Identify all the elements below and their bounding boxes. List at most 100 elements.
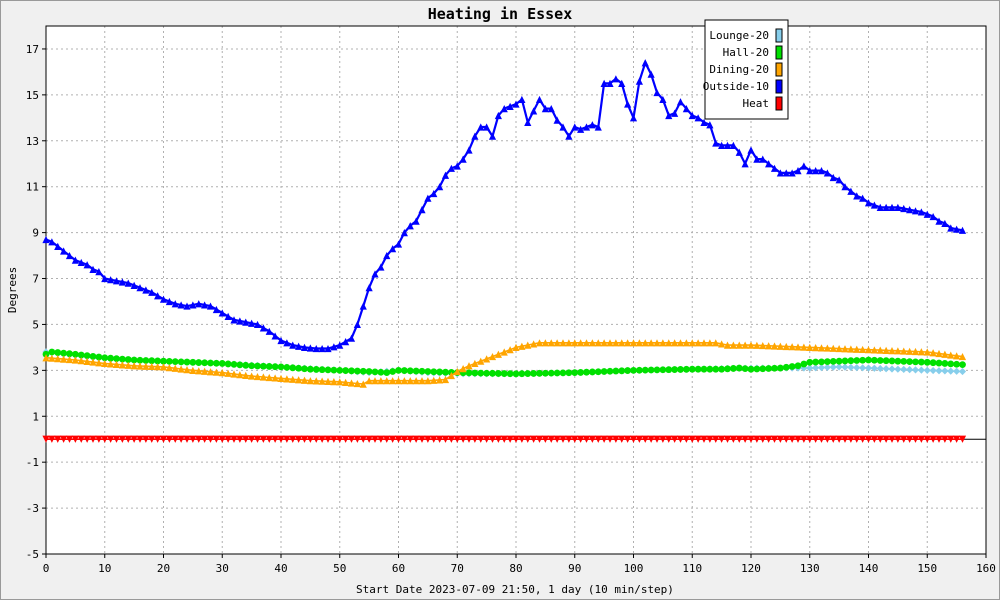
data-point bbox=[206, 302, 215, 310]
x-tick-label: 100 bbox=[624, 562, 644, 575]
data-point bbox=[706, 339, 714, 347]
data-point bbox=[900, 357, 908, 365]
data-point bbox=[418, 377, 426, 385]
data-point bbox=[89, 265, 97, 273]
data-point bbox=[618, 435, 626, 443]
data-point bbox=[418, 435, 426, 443]
data-point bbox=[929, 366, 937, 375]
data-point bbox=[60, 247, 68, 255]
data-point bbox=[559, 339, 567, 347]
data-point bbox=[594, 339, 602, 347]
data-point bbox=[577, 125, 585, 133]
data-point bbox=[565, 339, 573, 347]
data-point bbox=[124, 356, 132, 363]
data-point bbox=[353, 379, 361, 388]
data-point bbox=[118, 278, 126, 286]
data-point bbox=[54, 435, 62, 443]
data-point bbox=[841, 183, 849, 191]
data-point bbox=[65, 355, 74, 364]
data-point bbox=[389, 377, 397, 385]
data-point bbox=[500, 348, 508, 356]
data-point bbox=[894, 357, 902, 365]
data-point bbox=[547, 435, 555, 443]
data-point bbox=[394, 377, 403, 385]
data-point bbox=[665, 111, 673, 120]
data-point bbox=[283, 363, 291, 371]
data-point bbox=[430, 435, 438, 443]
data-point bbox=[359, 367, 367, 375]
data-point bbox=[947, 367, 955, 375]
data-point bbox=[641, 59, 649, 67]
data-point bbox=[917, 208, 925, 216]
data-point bbox=[277, 374, 285, 382]
data-point bbox=[306, 344, 314, 352]
data-point bbox=[342, 338, 350, 346]
data-point bbox=[729, 141, 737, 149]
data-point bbox=[741, 341, 749, 349]
data-point bbox=[547, 339, 555, 347]
data-point bbox=[212, 359, 220, 367]
data-point bbox=[430, 368, 438, 376]
data-point bbox=[65, 435, 74, 443]
data-point bbox=[671, 109, 679, 117]
data-point bbox=[894, 435, 902, 443]
data-point bbox=[694, 365, 702, 373]
data-point bbox=[941, 360, 949, 367]
data-point bbox=[882, 357, 890, 365]
data-point bbox=[353, 367, 361, 375]
data-point bbox=[941, 435, 949, 443]
data-point bbox=[394, 435, 403, 443]
data-point bbox=[359, 380, 367, 388]
data-point bbox=[894, 347, 902, 355]
data-point bbox=[348, 367, 355, 375]
data-point bbox=[447, 435, 455, 443]
data-point bbox=[583, 368, 590, 376]
data-point bbox=[500, 370, 508, 377]
data-point bbox=[95, 268, 103, 276]
data-point bbox=[406, 435, 414, 443]
data-point bbox=[259, 362, 267, 370]
data-point bbox=[465, 435, 473, 443]
data-point bbox=[618, 367, 626, 375]
data-point bbox=[870, 364, 878, 372]
data-point bbox=[136, 435, 144, 443]
data-point bbox=[101, 359, 109, 368]
data-point bbox=[177, 435, 185, 443]
data-point bbox=[917, 435, 925, 443]
data-point bbox=[741, 160, 749, 168]
data-point bbox=[741, 435, 749, 443]
data-point bbox=[353, 435, 361, 443]
data-point bbox=[71, 356, 79, 364]
data-point bbox=[935, 359, 943, 367]
data-point bbox=[653, 339, 661, 347]
data-point bbox=[71, 435, 79, 443]
data-point bbox=[870, 201, 878, 209]
data-point bbox=[912, 358, 919, 366]
series-hall-20 bbox=[42, 348, 966, 378]
data-point bbox=[958, 367, 967, 376]
series-layer bbox=[42, 59, 967, 443]
data-point bbox=[911, 366, 920, 374]
data-point bbox=[865, 356, 872, 364]
data-point bbox=[806, 167, 814, 175]
data-point bbox=[441, 171, 450, 179]
data-point bbox=[835, 363, 843, 371]
data-point bbox=[512, 343, 520, 351]
data-point bbox=[553, 369, 561, 377]
data-point bbox=[165, 435, 173, 443]
data-point bbox=[118, 435, 126, 443]
data-point bbox=[254, 362, 261, 370]
data-point bbox=[471, 435, 479, 443]
data-point bbox=[148, 435, 156, 443]
data-point bbox=[60, 349, 68, 357]
data-point bbox=[506, 435, 514, 443]
data-point bbox=[107, 435, 115, 443]
data-point bbox=[941, 350, 949, 358]
data-point bbox=[465, 362, 473, 370]
grid bbox=[46, 26, 986, 554]
data-point bbox=[130, 356, 138, 364]
data-point bbox=[300, 376, 309, 384]
x-tick-label: 30 bbox=[216, 562, 229, 575]
data-point bbox=[835, 344, 843, 353]
data-point bbox=[453, 367, 461, 376]
